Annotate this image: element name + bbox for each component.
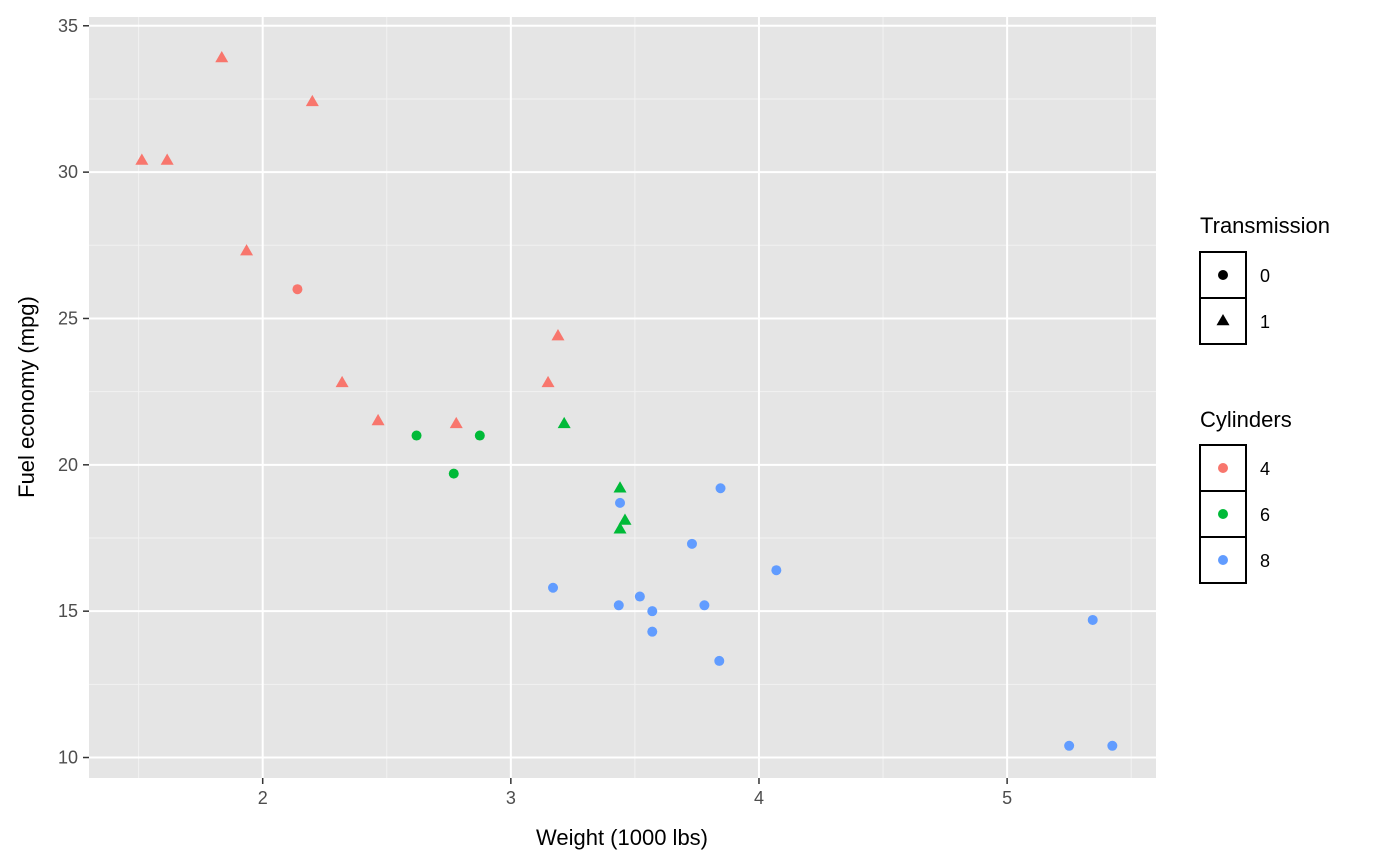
- legend-label: 8: [1260, 551, 1270, 571]
- x-axis-title: Weight (1000 lbs): [536, 825, 708, 850]
- data-point-triangle: [618, 513, 632, 525]
- legend-circle-symbol: [1218, 270, 1228, 280]
- data-point-circle: [686, 538, 697, 549]
- legend-title: Transmission: [1200, 213, 1330, 238]
- data-point-circle: [615, 497, 626, 508]
- y-tick-label: 15: [58, 601, 78, 621]
- legend-circle-symbol: [1218, 555, 1228, 565]
- data-point-circle: [1087, 614, 1098, 625]
- data-point-triangle: [371, 413, 385, 426]
- y-tick-label: 35: [58, 16, 78, 36]
- panel-background: [89, 17, 1156, 778]
- legend-title: Cylinders: [1200, 407, 1292, 432]
- x-tick-label: 4: [754, 788, 764, 808]
- legend-circle-symbol: [1218, 463, 1228, 473]
- legend-circle-symbol: [1218, 509, 1228, 519]
- x-tick-label: 3: [506, 788, 516, 808]
- data-point-circle: [647, 626, 658, 637]
- major-gridlines: [89, 17, 1156, 778]
- data-point-circle: [448, 468, 459, 479]
- data-point-triangle: [551, 329, 565, 341]
- data-point-triangle: [613, 481, 627, 493]
- y-tick-label: 10: [58, 748, 78, 768]
- legend-key: [1199, 536, 1247, 584]
- legend-cylinders: Cylinders 4 6 8: [1199, 407, 1292, 584]
- x-tick-label: 2: [258, 788, 268, 808]
- data-point-triangle: [541, 375, 555, 388]
- data-point-circle: [292, 284, 303, 295]
- data-point-triangle: [305, 94, 319, 107]
- data-point-circle: [634, 591, 645, 602]
- data-point-circle: [474, 430, 485, 441]
- x-tick-label: 5: [1002, 788, 1012, 808]
- data-point-circle: [1064, 740, 1075, 751]
- data-point-circle: [411, 430, 422, 441]
- data-point-circle: [1107, 740, 1118, 751]
- data-point-triangle: [557, 416, 571, 429]
- y-tick-label: 30: [58, 162, 78, 182]
- data-point-circle: [647, 606, 658, 617]
- legend-transmission: Transmission 0 1: [1199, 213, 1330, 345]
- y-axis-title: Fuel economy (mpg): [14, 296, 39, 498]
- data-points: [135, 50, 1118, 751]
- data-point-triangle: [135, 153, 149, 165]
- data-point-circle: [771, 565, 782, 576]
- data-point-triangle: [160, 153, 174, 165]
- data-point-circle: [613, 600, 624, 611]
- data-point-triangle: [215, 50, 229, 63]
- minor-gridlines: [89, 17, 1156, 778]
- y-axis: 10 15 20 25 30 35: [58, 16, 89, 768]
- legend-label: 4: [1260, 459, 1270, 479]
- data-point-circle: [714, 655, 725, 666]
- legends: Transmission 0 1 Cylinders 4 6 8: [1199, 213, 1330, 584]
- data-point-triangle: [335, 375, 349, 388]
- y-tick-label: 20: [58, 455, 78, 475]
- data-point-triangle: [613, 522, 627, 534]
- data-point-circle: [548, 582, 559, 593]
- data-point-circle: [699, 600, 710, 611]
- legend-label: 1: [1260, 312, 1270, 332]
- data-point-triangle: [240, 244, 254, 256]
- data-point-triangle: [449, 416, 463, 429]
- legend-triangle-symbol: [1216, 314, 1230, 326]
- legend-label: 0: [1260, 266, 1270, 286]
- y-tick-label: 25: [58, 308, 78, 328]
- data-point-circle: [715, 483, 726, 494]
- x-axis: 2 3 4 5: [258, 778, 1012, 808]
- legend-label: 6: [1260, 505, 1270, 525]
